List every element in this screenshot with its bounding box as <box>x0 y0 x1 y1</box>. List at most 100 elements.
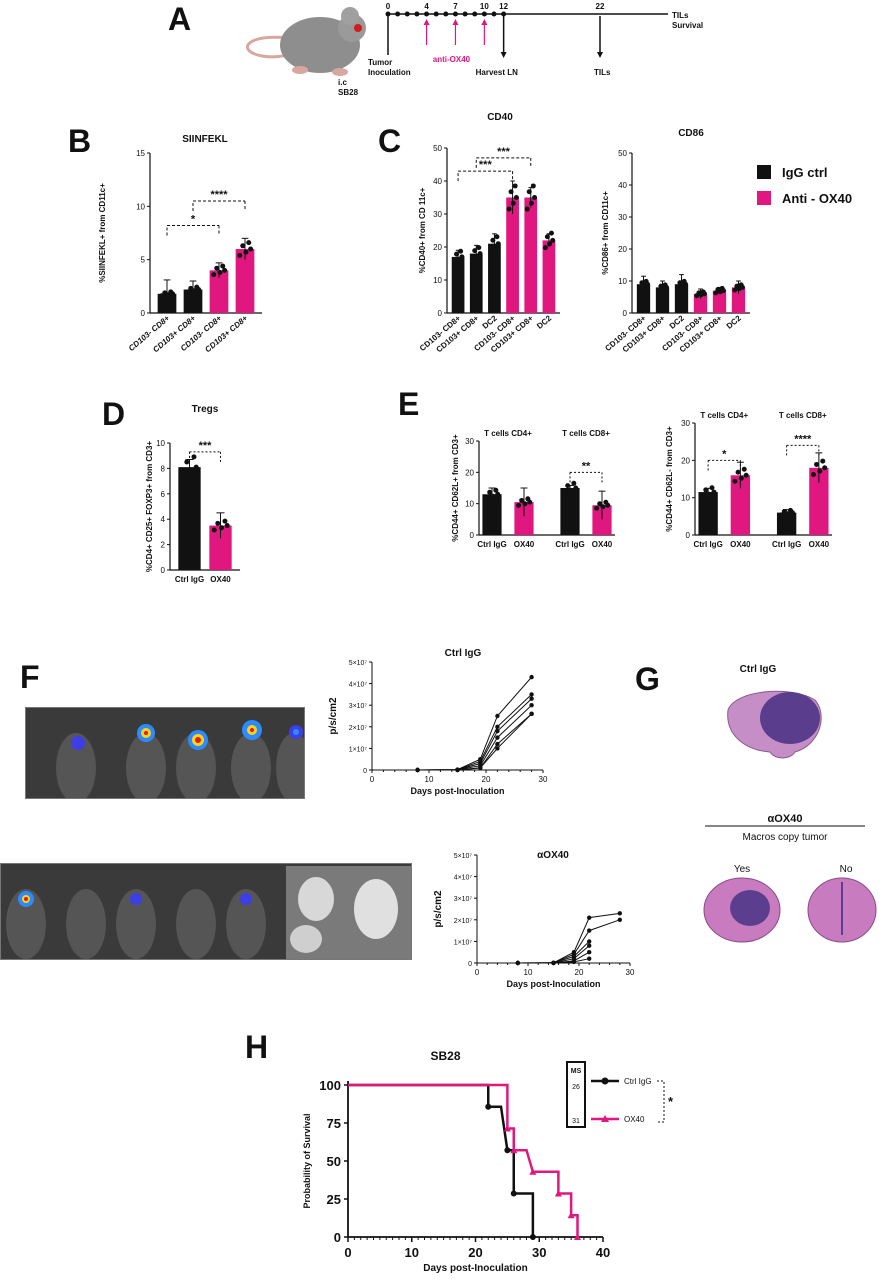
bar <box>712 290 727 313</box>
panel-g-yes: Yes <box>734 864 750 875</box>
data-point <box>219 525 225 531</box>
bar <box>178 467 201 570</box>
data-point <box>605 502 611 508</box>
data-point <box>550 237 556 243</box>
group-title: T cells CD4+ <box>700 411 748 420</box>
significance-label: ** <box>582 460 591 472</box>
data-point <box>474 254 480 260</box>
y-tick-label: 20 <box>618 245 627 254</box>
x-tick-label: 10 <box>425 775 434 784</box>
data-point <box>170 291 176 297</box>
data-point <box>562 490 568 496</box>
y-tick-label: 10 <box>618 277 627 286</box>
timeline-tick-label: 4 <box>424 2 429 11</box>
timeline-day-dot <box>424 11 430 17</box>
x-tick-label: 0 <box>370 775 375 784</box>
bar <box>506 197 519 313</box>
y-tick-label: 1×10⁷ <box>454 939 473 946</box>
y-axis-label: %CD4+ CD25+ FOXP3+ from CD3+ <box>145 441 154 572</box>
panel-letter-h: H <box>245 1029 268 1065</box>
group-title: T cells CD8+ <box>562 429 610 438</box>
data-point <box>789 510 795 516</box>
category-label: DC2 <box>725 313 743 331</box>
panel-g-ox40-title: αOX40 <box>768 813 803 825</box>
data-point <box>487 489 493 495</box>
data-point <box>180 474 186 480</box>
bar <box>592 505 612 535</box>
series-line <box>417 698 532 771</box>
category-label: Ctrl IgG <box>555 540 584 549</box>
data-point <box>515 960 520 966</box>
y-tick-label: 25 <box>327 1192 341 1207</box>
data-point <box>703 487 709 493</box>
bar-chart-e1: 0 10 20 30 %CD44+ CD62L+ from CD3+ Ctrl IgG OX… <box>451 429 615 549</box>
bar <box>693 293 708 313</box>
y-tick-label: 0 <box>438 309 443 318</box>
data-point <box>617 911 622 916</box>
category-label: DC2 <box>535 313 553 331</box>
data-point <box>512 183 518 189</box>
y-axis-label: %SIINFEKL+ from CD11c+ <box>98 183 107 283</box>
data-point <box>528 200 534 206</box>
data-point <box>571 480 577 486</box>
data-point <box>476 245 482 251</box>
y-tick-label: 4 <box>161 515 166 524</box>
x-axis-label: Days post-Inoculation <box>506 979 600 989</box>
x-tick-label: 20 <box>468 1245 482 1260</box>
data-point <box>185 289 191 295</box>
y-tick-label: 50 <box>327 1154 341 1169</box>
data-point <box>211 272 217 278</box>
data-point <box>495 746 500 751</box>
data-point <box>526 189 532 195</box>
y-axis-label: p/s/cm2 <box>328 697 339 735</box>
panel-g-no: No <box>840 864 853 875</box>
chart-title: Tregs <box>192 404 219 415</box>
y-tick-label: 10 <box>156 439 165 448</box>
y-tick-label: 20 <box>465 468 474 477</box>
significance-label: *** <box>199 440 213 452</box>
data-point <box>510 200 516 206</box>
tumor-inoculation-label: Tumor <box>368 58 392 67</box>
significance-label: *** <box>479 159 493 171</box>
bar <box>514 502 534 535</box>
chart-title: CD40 <box>487 112 513 123</box>
survival-curve-ox40 <box>348 1083 579 1237</box>
data-point <box>215 520 221 526</box>
tils-survival-label: TILs <box>672 11 689 20</box>
y-tick-label: 10 <box>136 202 145 211</box>
panel-g-ctrl-title: Ctrl IgG <box>740 664 777 675</box>
data-point <box>778 512 784 518</box>
category-label: Ctrl IgG <box>175 575 204 584</box>
y-tick-label: 0 <box>334 1230 341 1245</box>
tumor-inoculation-label: Inoculation <box>368 68 411 77</box>
bar <box>776 512 797 535</box>
panel-letter-e: E <box>398 386 419 422</box>
anti-ox40-label: anti-OX40 <box>433 55 471 64</box>
y-tick-label: 0 <box>470 531 475 540</box>
line-chart-f1: 0 1×10⁷ 2×10⁷ 3×10⁷ 4×10⁷ 5×10⁷ 0 10 20 30 Ctrl Ig… <box>328 648 548 796</box>
data-point <box>495 713 500 719</box>
survival-curve-ctrl <box>348 1083 535 1237</box>
data-point <box>700 493 706 499</box>
panel-letter-f: F <box>20 659 40 695</box>
data-point <box>735 469 741 475</box>
ms-value-ctrl: 26 <box>572 1084 580 1091</box>
significance-label: * <box>722 448 727 460</box>
y-tick-label: 6 <box>161 490 166 499</box>
data-point <box>522 501 528 507</box>
series-line <box>517 919 620 964</box>
data-point <box>184 459 190 465</box>
data-point <box>785 511 791 517</box>
data-point <box>617 917 622 922</box>
anti-ox40-arrowhead <box>481 19 488 25</box>
event-marker <box>485 1103 492 1110</box>
legend-swatch-ctrl <box>757 165 771 179</box>
y-tick-label: 8 <box>161 464 166 473</box>
y-tick-label: 100 <box>319 1078 341 1093</box>
y-tick-label: 3×10⁷ <box>454 896 473 903</box>
data-point <box>243 249 249 255</box>
ms-header: MS <box>571 1068 582 1075</box>
data-point <box>196 287 202 293</box>
data-point <box>222 267 228 273</box>
y-tick-label: 30 <box>618 213 627 222</box>
